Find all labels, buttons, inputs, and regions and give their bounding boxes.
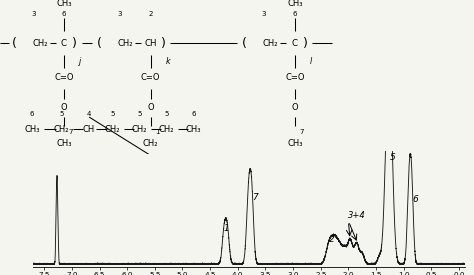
Text: ): ) <box>73 37 77 50</box>
Text: CH₂: CH₂ <box>159 125 174 134</box>
Text: CH₃: CH₃ <box>287 0 302 8</box>
Text: CH: CH <box>83 125 95 134</box>
Text: 7: 7 <box>252 192 258 202</box>
Text: CH₃: CH₃ <box>56 0 72 8</box>
Text: 6: 6 <box>191 111 196 117</box>
Text: CH₃: CH₃ <box>186 125 201 134</box>
Text: k: k <box>166 57 171 66</box>
Text: 4: 4 <box>87 111 91 117</box>
Text: C=O: C=O <box>54 73 74 81</box>
Text: CH₂: CH₂ <box>132 125 147 134</box>
Text: C: C <box>61 39 67 48</box>
Text: C=O: C=O <box>141 73 161 81</box>
Text: (: ( <box>12 37 17 50</box>
Text: j: j <box>79 57 81 66</box>
Text: 2: 2 <box>329 235 335 244</box>
Text: C: C <box>292 39 298 48</box>
Text: CH₂: CH₂ <box>105 125 120 134</box>
Text: CH₂: CH₂ <box>33 39 48 48</box>
Text: 6: 6 <box>62 11 66 17</box>
Text: 2: 2 <box>148 11 153 17</box>
Text: (: ( <box>242 37 246 50</box>
Text: 7: 7 <box>300 130 304 136</box>
Text: CH₂: CH₂ <box>263 39 278 48</box>
Text: 5: 5 <box>110 111 115 117</box>
Text: 7: 7 <box>69 130 73 136</box>
Text: 5: 5 <box>59 111 64 117</box>
Text: 1: 1 <box>155 130 160 136</box>
Text: O: O <box>147 103 154 112</box>
Text: ): ) <box>303 37 308 50</box>
Text: ): ) <box>161 37 166 50</box>
Text: O: O <box>61 103 67 112</box>
Text: CH₃: CH₃ <box>287 139 302 148</box>
Text: CH: CH <box>145 39 157 48</box>
Text: CH₂: CH₂ <box>143 139 158 148</box>
Text: (: ( <box>97 37 102 50</box>
Text: 6: 6 <box>30 111 35 117</box>
Text: 3: 3 <box>32 11 36 17</box>
Text: 1: 1 <box>223 224 229 233</box>
Text: C=O: C=O <box>285 73 305 81</box>
Text: 3: 3 <box>262 11 266 17</box>
Text: O: O <box>292 103 298 112</box>
Text: 5: 5 <box>390 153 396 163</box>
Text: 6: 6 <box>412 194 418 204</box>
Text: 3+4: 3+4 <box>348 211 365 220</box>
Text: CH₃: CH₃ <box>25 125 40 134</box>
Text: CH₂: CH₂ <box>54 125 69 134</box>
Text: l: l <box>310 57 311 66</box>
Text: 5: 5 <box>137 111 142 117</box>
Text: 6: 6 <box>292 11 297 17</box>
Text: CH₂: CH₂ <box>118 39 133 48</box>
Text: 3: 3 <box>117 11 122 17</box>
Text: 5: 5 <box>164 111 169 117</box>
Text: CH₃: CH₃ <box>56 139 72 148</box>
